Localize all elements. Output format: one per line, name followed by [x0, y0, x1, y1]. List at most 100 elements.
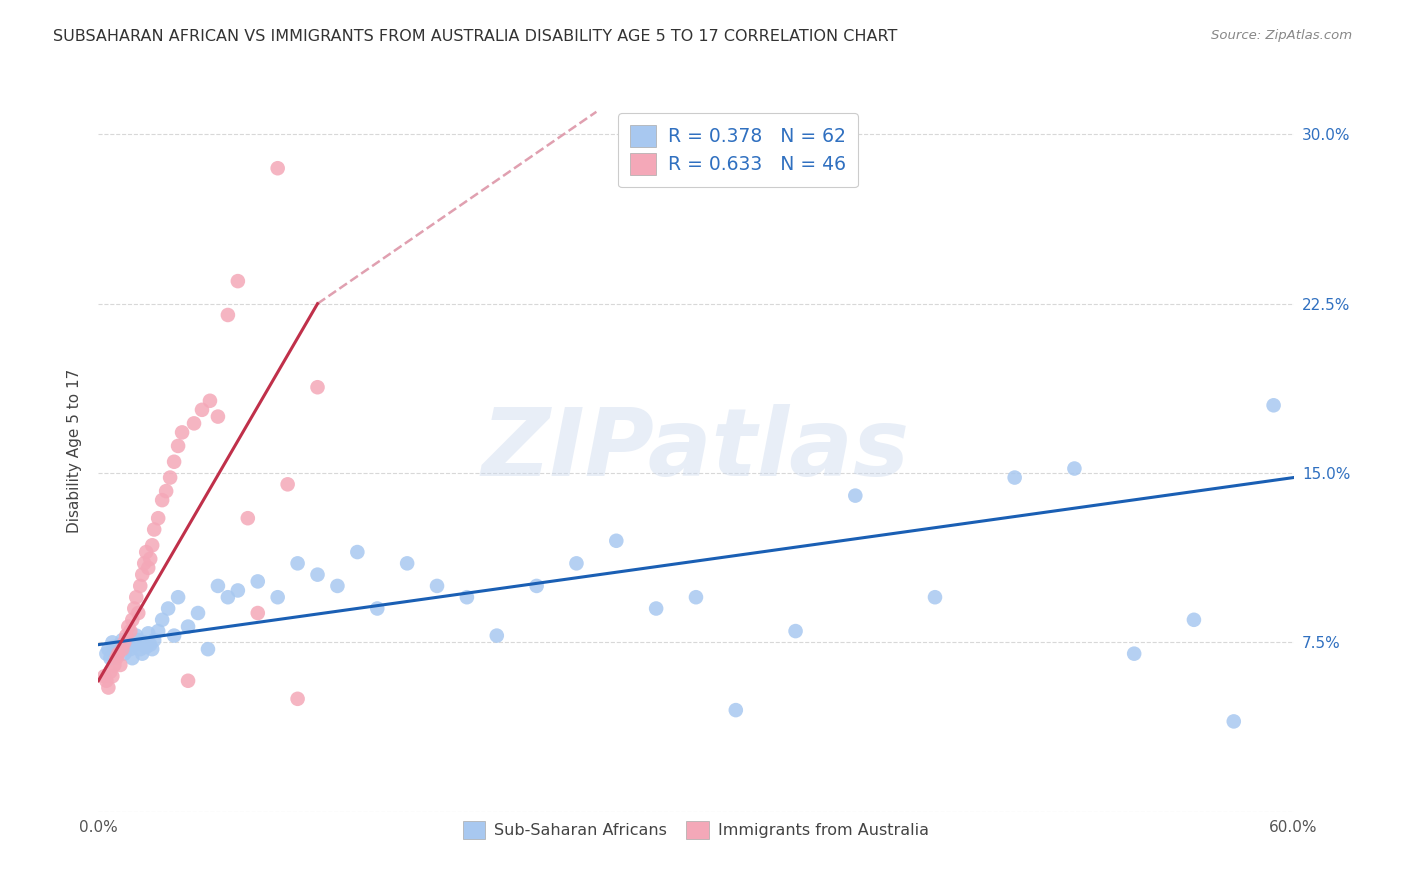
Point [187, 606, 209, 620]
Point [93, 669, 115, 683]
Point [685, 591, 707, 605]
Point [105, 651, 128, 665]
Point [98, 665, 122, 679]
Point [96, 647, 118, 661]
Point [117, 619, 139, 633]
Point [117, 635, 139, 649]
Point [177, 673, 200, 688]
Point [277, 477, 299, 491]
Point [287, 691, 309, 706]
Point [127, 606, 149, 620]
Point [107, 644, 129, 658]
Point [112, 635, 135, 649]
Point [127, 633, 149, 648]
Point [307, 380, 329, 394]
Point [526, 579, 548, 593]
Point [121, 651, 143, 665]
Point [120, 642, 142, 657]
Point [111, 642, 134, 657]
Point [107, 647, 129, 661]
Point [785, 624, 807, 639]
Point [98, 651, 122, 665]
Point [207, 409, 229, 424]
Text: ZIPatlas: ZIPatlas [482, 404, 910, 497]
Point [163, 629, 186, 643]
Point [346, 545, 368, 559]
Point [103, 657, 125, 672]
Point [217, 308, 239, 322]
Point [456, 591, 478, 605]
Point [157, 601, 180, 615]
Point [136, 561, 159, 575]
Point [246, 606, 269, 620]
Point [485, 629, 508, 643]
Point [112, 647, 135, 661]
Point [177, 619, 200, 633]
Point [267, 161, 290, 176]
Point [1182, 613, 1205, 627]
Point [426, 579, 449, 593]
Point [148, 511, 170, 525]
Point [167, 591, 190, 605]
Point [111, 633, 134, 648]
Point [155, 484, 177, 499]
Point [226, 274, 249, 288]
Point [246, 574, 269, 589]
Point [129, 642, 152, 657]
Point [131, 647, 153, 661]
Point [97, 681, 120, 695]
Point [148, 624, 170, 639]
Point [198, 393, 221, 408]
Point [287, 557, 309, 571]
Point [924, 591, 946, 605]
Point [115, 629, 138, 643]
Point [167, 439, 190, 453]
Point [97, 642, 120, 657]
Point [124, 601, 146, 615]
Point [645, 601, 668, 615]
Point [120, 624, 142, 639]
Point [307, 567, 329, 582]
Point [366, 601, 388, 615]
Point [131, 567, 153, 582]
Point [110, 638, 132, 652]
Point [326, 579, 349, 593]
Point [136, 626, 159, 640]
Point [150, 493, 173, 508]
Point [844, 489, 866, 503]
Point [396, 557, 419, 571]
Point [197, 642, 219, 657]
Point [172, 425, 194, 440]
Point [724, 703, 747, 717]
Point [110, 657, 132, 672]
Point [267, 591, 290, 605]
Point [236, 511, 259, 525]
Point [143, 523, 166, 537]
Point [183, 417, 205, 431]
Point [150, 613, 173, 627]
Point [226, 583, 249, 598]
Point [101, 669, 124, 683]
Point [115, 640, 138, 654]
Point [1123, 647, 1146, 661]
Point [125, 629, 148, 643]
Point [605, 533, 627, 548]
Text: SUBSAHARAN AFRICAN VS IMMIGRANTS FROM AUSTRALIA DISABILITY AGE 5 TO 17 CORRELATI: SUBSAHARAN AFRICAN VS IMMIGRANTS FROM AU… [53, 29, 898, 44]
Point [103, 640, 125, 654]
Point [139, 551, 162, 566]
Point [139, 638, 162, 652]
Point [101, 635, 124, 649]
Point [141, 538, 163, 552]
Point [1263, 398, 1285, 412]
Y-axis label: Disability Age 5 to 17: Disability Age 5 to 17 [66, 368, 82, 533]
Point [141, 642, 163, 657]
Point [143, 633, 166, 648]
Point [217, 591, 239, 605]
Point [125, 591, 148, 605]
Point [124, 638, 146, 652]
Point [121, 613, 143, 627]
Point [159, 470, 181, 484]
Text: Source: ZipAtlas.com: Source: ZipAtlas.com [1212, 29, 1353, 42]
Point [1004, 470, 1026, 484]
Point [105, 648, 128, 663]
